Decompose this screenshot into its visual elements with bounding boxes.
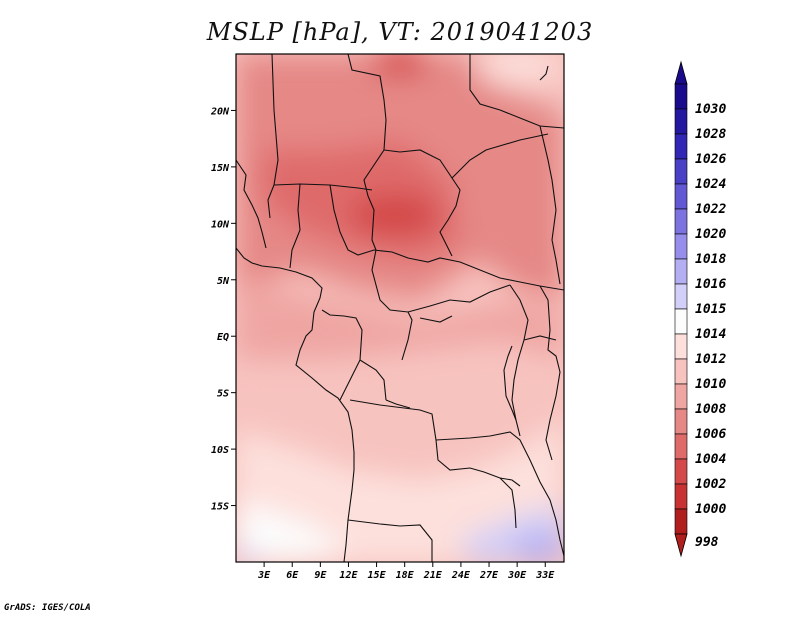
pressure-field — [236, 54, 564, 562]
colorbar-swatch — [674, 233, 688, 260]
colorbar-label: 1004 — [695, 452, 726, 467]
colorbar-swatch — [674, 208, 688, 235]
lat-tick-label: 20N — [210, 106, 230, 117]
colorbar-label: 998 — [695, 535, 719, 550]
colorbar-swatch — [674, 133, 688, 160]
colorbar-swatch — [674, 183, 688, 210]
lon-tick-label: 33E — [535, 570, 555, 581]
colorbar-swatch — [674, 258, 688, 285]
latitude-axis: 20N 15N 10N 5N EQ 5S 10S 15S — [210, 106, 236, 513]
lon-tick-label: 30E — [507, 570, 527, 581]
colorbar-swatch — [674, 108, 688, 135]
colorbar-label: 1000 — [695, 502, 726, 517]
lat-tick-label: 15S — [211, 502, 229, 513]
colorbar-cap-bottom — [674, 533, 688, 558]
colorbar-label: 1028 — [695, 127, 726, 142]
lat-tick-label: 15N — [211, 163, 230, 174]
colorbar-label: 1022 — [695, 202, 726, 217]
lat-tick-label: 5N — [217, 276, 230, 287]
lon-tick-label: 21E — [423, 570, 443, 581]
colorbar-label: 1030 — [695, 102, 726, 117]
colorbar-swatch — [674, 283, 688, 310]
lon-tick-label: 3E — [257, 570, 271, 581]
lon-tick-label: 18E — [396, 570, 415, 581]
lon-tick-label: 9E — [314, 570, 327, 581]
lon-tick-label: 12E — [339, 570, 358, 581]
lat-tick-label: EQ — [217, 332, 229, 343]
colorbar-label: 1018 — [695, 252, 726, 267]
colorbar-label: 1026 — [695, 152, 726, 167]
map-title: MSLP [hPa], VT: 2019041203 — [206, 18, 594, 46]
colorbar-swatch — [674, 408, 688, 435]
colorbar-swatch — [674, 333, 688, 360]
lat-tick-label: 5S — [217, 389, 229, 400]
colorbar-swatch — [674, 158, 688, 185]
colorbar-cap-top — [674, 60, 688, 85]
colorbar-swatch — [674, 83, 688, 110]
colorbar-swatch — [674, 383, 688, 410]
colorbar-label: 1016 — [695, 277, 726, 292]
colorbar-label: 1020 — [695, 227, 726, 242]
colorbar-swatch — [674, 358, 688, 385]
colorbar: 1030 1028 1026 1024 1022 1020 1018 1016 1015 1014… — [674, 60, 726, 558]
map-frame — [235, 53, 565, 563]
lon-tick-label: 24E — [451, 570, 471, 581]
colorbar-label: 1006 — [695, 427, 726, 442]
colorbar-swatch — [674, 508, 688, 535]
lon-tick-label: 27E — [479, 570, 499, 581]
colorbar-swatch — [674, 483, 688, 510]
colorbar-label: 1008 — [695, 402, 726, 417]
lat-tick-label: 10N — [211, 219, 230, 230]
colorbar-swatch — [674, 458, 688, 485]
grads-credit: GrADS: IGES/COLA — [4, 603, 91, 613]
lon-tick-label: 15E — [368, 570, 387, 581]
colorbar-swatch — [674, 308, 688, 335]
colorbar-swatch — [674, 433, 688, 460]
colorbar-label: 1014 — [695, 327, 726, 342]
colorbar-label: 1015 — [695, 302, 726, 317]
lat-tick-label: 10S — [211, 445, 229, 456]
colorbar-label: 1010 — [695, 377, 726, 392]
country-borders — [236, 54, 564, 562]
colorbar-label: 1002 — [695, 477, 726, 492]
colorbar-label: 1024 — [695, 177, 726, 192]
colorbar-label: 1012 — [695, 352, 726, 367]
lon-tick-label: 6E — [286, 570, 299, 581]
longitude-axis: 3E 6E 9E 12E 15E 18E 21E 24E 27E 30E 33E — [257, 562, 555, 581]
